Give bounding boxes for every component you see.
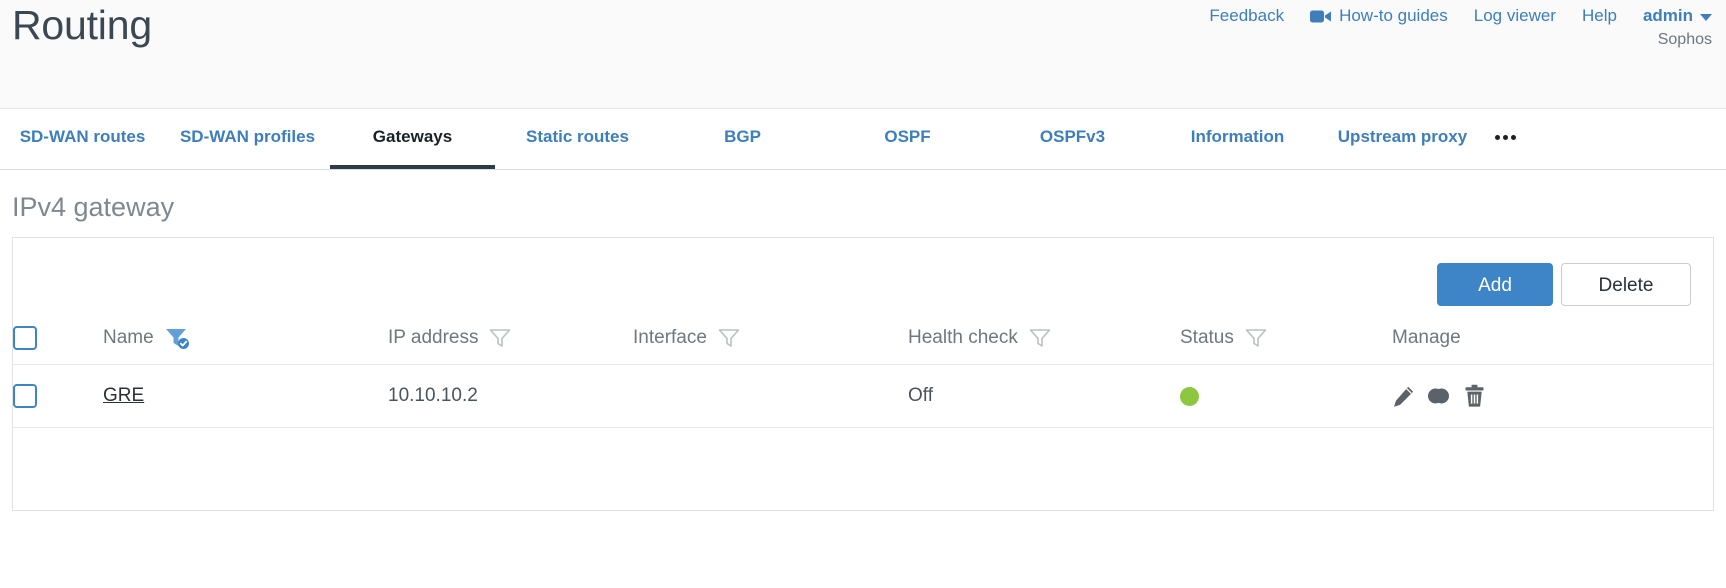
top-navigation: Feedback How-to guides Log viewer Help a… [1209, 6, 1712, 26]
table-row: GRE 10.10.10.2 Off [13, 364, 1713, 428]
page-header: Routing Feedback How-to guides Log viewe… [0, 0, 1726, 108]
row-checkbox[interactable] [13, 384, 37, 408]
header-ip-address-label: IP address [388, 327, 479, 348]
table-toolbar: Add Delete [1437, 263, 1691, 306]
gateway-name-link[interactable]: GRE [103, 385, 145, 406]
filter-icon-ip-address[interactable] [488, 327, 512, 349]
row-select-cell [13, 364, 103, 428]
header-manage: Manage [1392, 320, 1713, 365]
header-name: Name [103, 320, 388, 365]
header-name-label: Name [103, 327, 154, 348]
header-select [13, 320, 103, 365]
section-title: IPv4 gateway [12, 192, 175, 222]
tab-static-routes[interactable]: Static routes [495, 109, 660, 169]
header-status-label: Status [1180, 327, 1234, 348]
nav-link-help-label: Help [1581, 6, 1617, 25]
nav-link-feedback[interactable]: Feedback [1209, 6, 1284, 26]
filter-icon-interface[interactable] [717, 327, 741, 349]
header-status: Status [1180, 320, 1392, 365]
more-horizontal-icon [1495, 134, 1516, 140]
tab-ospf[interactable]: OSPF [825, 109, 990, 169]
filter-icon-name[interactable] [164, 326, 190, 350]
tab-bar: SD-WAN routes SD-WAN profiles Gateways S… [0, 108, 1726, 170]
nav-link-log-viewer[interactable]: Log viewer [1474, 6, 1556, 26]
user-menu[interactable]: admin [1643, 6, 1712, 26]
header-interface: Interface [633, 320, 908, 365]
nav-link-feedback-label: Feedback [1209, 6, 1285, 25]
row-manage-cell [1392, 364, 1713, 428]
tab-gateways[interactable]: Gateways [330, 109, 495, 169]
row-interface-cell [633, 364, 908, 428]
row-name-cell: GRE [103, 364, 388, 428]
filter-icon-status[interactable] [1244, 327, 1268, 349]
tab-ospfv3[interactable]: OSPFv3 [990, 109, 1155, 169]
add-button[interactable]: Add [1437, 263, 1553, 306]
delete-button[interactable]: Delete [1561, 263, 1691, 306]
table-header-row: Name IP address [13, 320, 1713, 365]
filter-icon-health-check[interactable] [1028, 327, 1052, 349]
trash-icon[interactable] [1463, 384, 1486, 408]
tab-sd-wan-profiles-label: SD-WAN profiles [179, 127, 316, 146]
header-health-check: Health check [908, 320, 1180, 365]
tab-overflow-button[interactable] [1485, 109, 1526, 169]
select-all-checkbox[interactable] [13, 326, 37, 350]
tab-sd-wan-routes[interactable]: SD-WAN routes [0, 109, 165, 169]
nav-link-log-viewer-label: Log viewer [1473, 6, 1556, 25]
page-title: Routing [12, 2, 152, 48]
edit-pencil-icon[interactable] [1392, 385, 1415, 408]
header-ip-address: IP address [388, 320, 633, 365]
toggle-circle-icon[interactable] [1427, 385, 1451, 407]
nav-link-how-to-guides-label: How-to guides [1339, 6, 1448, 25]
header-health-check-label: Health check [908, 327, 1018, 348]
status-indicator-dot [1180, 386, 1199, 406]
nav-link-help[interactable]: Help [1582, 6, 1617, 26]
gateway-table-card: Add Delete Name [12, 237, 1714, 511]
organization-name: Sophos [1657, 31, 1712, 48]
video-camera-icon [1310, 9, 1332, 24]
tab-gateways-label: Gateways [372, 127, 453, 146]
tab-bgp[interactable]: BGP [660, 109, 825, 169]
tab-ospf-label: OSPF [884, 127, 931, 146]
row-health-check-cell: Off [908, 364, 1180, 428]
tab-sd-wan-profiles[interactable]: SD-WAN profiles [165, 109, 330, 169]
tab-bgp-label: BGP [724, 127, 761, 146]
gateway-table: Name IP address [13, 320, 1713, 428]
tab-sd-wan-routes-label: SD-WAN routes [19, 127, 146, 146]
tab-upstream-proxy-label: Upstream proxy [1337, 127, 1468, 146]
user-menu-label: admin [1642, 6, 1693, 25]
row-ip-address-cell: 10.10.10.2 [388, 364, 633, 428]
tab-information[interactable]: Information [1155, 109, 1320, 169]
row-status-cell [1180, 364, 1392, 428]
tab-upstream-proxy[interactable]: Upstream proxy [1320, 109, 1485, 169]
tab-static-routes-label: Static routes [526, 127, 629, 146]
header-manage-label: Manage [1392, 327, 1461, 348]
nav-link-how-to-guides[interactable]: How-to guides [1310, 6, 1448, 26]
chevron-down-icon [1700, 13, 1712, 21]
tab-ospfv3-label: OSPFv3 [1039, 127, 1106, 146]
header-interface-label: Interface [633, 327, 707, 348]
tab-information-label: Information [1190, 127, 1285, 146]
